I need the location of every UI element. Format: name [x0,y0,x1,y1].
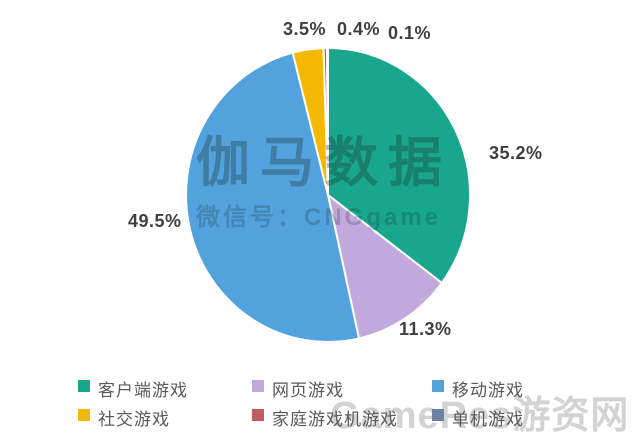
legend-item-console-games: 家庭游戏机游戏 [252,405,398,430]
legend-item-mobile-games: 移动游戏 [432,376,524,401]
pie-slice-1 [327,194,443,340]
percent-label-client-games: 35.2% [489,143,543,163]
legend-swatch-social-games [78,409,90,421]
percent-label-console-games: 0.4% [337,19,381,39]
percent-label-mobile-games: 49.5% [128,211,182,231]
percent-label-social-games: 3.5% [283,19,327,39]
percent-label-standalone-games: 0.1% [388,23,432,43]
legend-label-mobile-games: 移动游戏 [452,381,524,400]
legend-label-social-games: 社交游戏 [98,410,170,429]
legend-swatch-client-games [78,380,90,392]
legend-item-social-games: 社交游戏 [78,405,170,430]
legend-label-client-games: 客户端游戏 [98,381,188,400]
legend-item-standalone-games: 单机游戏 [432,405,524,430]
legend-item-web-games: 网页游戏 [252,376,344,401]
legend-swatch-mobile-games [432,380,444,392]
legend-swatch-console-games [252,409,264,421]
pie-slice-2 [185,51,360,343]
legend-item-client-games: 客户端游戏 [78,376,188,401]
pie-slice-5 [326,46,329,196]
percent-label-web-games: 11.3% [399,319,452,339]
legend-label-standalone-games: 单机游戏 [452,410,524,429]
legend-label-web-games: 网页游戏 [272,381,344,400]
legend-swatch-web-games [252,380,264,392]
pie-slice-0 [327,47,471,284]
legend-swatch-standalone-games [432,409,444,421]
legend-label-console-games: 家庭游戏机游戏 [272,410,398,429]
